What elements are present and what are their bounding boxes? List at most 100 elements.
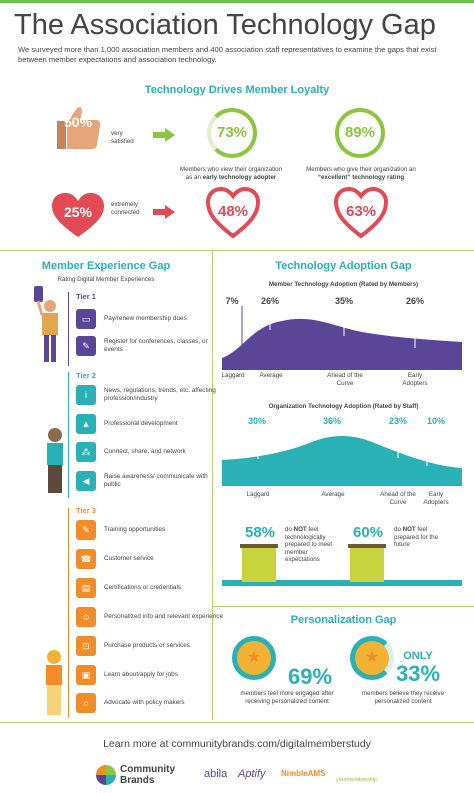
- person-icon: [47, 428, 63, 493]
- members-chart-title: Member Technology Adoption (Rated by Mem…: [268, 281, 419, 288]
- staff-ahead-pct: 23%: [388, 416, 407, 426]
- list-item: ▲ Professional development: [76, 413, 224, 435]
- community-brands-logo: Community Brands: [96, 762, 186, 788]
- excellent-caption: Members who give their organization an “…: [306, 166, 416, 181]
- person-foam-finger-icon: [34, 286, 58, 362]
- connected-excellent-pct: 63%: [345, 203, 377, 220]
- member-adoption-curve: [222, 306, 462, 370]
- headset-icon: ☎: [76, 549, 96, 569]
- yourmembership-logo: yourmembership: [336, 777, 377, 783]
- extremely-connected-pct: 25%: [63, 204, 93, 220]
- member-ahead-pct: 35%: [334, 296, 353, 306]
- aptify-logo: Aptify: [238, 768, 266, 780]
- receive-ring: [350, 636, 394, 680]
- engaged-pct: 69%: [287, 664, 333, 689]
- briefcase-icon: ▣: [76, 665, 96, 685]
- member-experience-subheading: Rating Digital Member Experiences: [57, 276, 155, 283]
- nimble-ams-logo: NimbleAMS: [281, 769, 326, 778]
- list-item: i News, regulations, trends, etc. affect…: [76, 384, 224, 406]
- list-item: ✎ Training opportunities: [76, 519, 224, 541]
- intro-text: We surveyed more than 1,000 association …: [18, 45, 437, 64]
- person-icon: [46, 650, 62, 715]
- graduation-cap-icon: ▲: [76, 414, 96, 434]
- star-icon: ★: [364, 649, 380, 666]
- star-icon: ★: [246, 649, 262, 666]
- list-item: ▭ Pay/renew membership dues: [76, 308, 224, 330]
- page-title: The Association Technology Gap: [0, 0, 474, 42]
- heart-outline-icon: [205, 186, 261, 239]
- personalization-heading: Personalization Gap: [290, 614, 397, 626]
- list-item: ✎ Register for conferences, classes, or …: [76, 335, 224, 357]
- excellent-ring: [335, 108, 385, 158]
- receive-caption: members believe they receive personalize…: [361, 690, 445, 705]
- learn-more-link[interactable]: Learn more at communitybrands.com/digita…: [103, 738, 371, 750]
- info-icon: i: [76, 385, 96, 405]
- extremely-connected-label: extremely connected: [111, 201, 140, 216]
- member-ahead-label: Ahead of the Curve: [327, 372, 363, 387]
- list-item: ▤ Certifications or credentials: [76, 577, 224, 599]
- gap1-text: do NOT feel technologically prepared to …: [285, 526, 333, 563]
- abila-logo: abila: [204, 768, 228, 780]
- tier-line: [68, 508, 69, 718]
- staff-laggard-pct: 30%: [247, 416, 266, 426]
- staff-ahead-label: Ahead of the Curve: [380, 491, 416, 506]
- training-icon: ✎: [76, 520, 96, 540]
- tier2-label: Tier 2: [76, 371, 96, 380]
- section-divider: [0, 250, 474, 251]
- member-laggard-pct: 7%: [225, 296, 239, 306]
- column-divider: [212, 250, 213, 720]
- tier-line: [68, 372, 69, 498]
- list-item: ⊡ Purchase products or services: [76, 635, 224, 657]
- list-item: ⁂ Connect, share, and network: [76, 441, 224, 463]
- arrow-right-icon: [153, 205, 175, 219]
- megaphone-icon: ◀: [76, 471, 96, 491]
- certificate-icon: ▤: [76, 578, 96, 598]
- section-divider: [212, 606, 474, 607]
- loyalty-heading: Technology Drives Member Loyalty: [144, 84, 330, 96]
- adoption-heading: Technology Adoption Gap: [275, 260, 412, 272]
- member-early-label: Early Adopters: [402, 372, 428, 387]
- gap1-pct: 58%: [244, 524, 276, 541]
- arrow-right-icon: [153, 128, 175, 142]
- staff-average-pct: 36%: [322, 416, 341, 426]
- staff-chart-title: Organization Technology Adoption (Rated …: [268, 403, 419, 410]
- tier1-label: Tier 1: [76, 292, 96, 301]
- list-item: ◀ Raise awareness/ communicate with publ…: [76, 470, 224, 492]
- list-item: ⌂ Advocate with policy makers: [76, 692, 224, 714]
- early-adopter-caption: Members who view their organization as a…: [179, 166, 283, 181]
- gap-illustration: [222, 544, 462, 586]
- list-item: ☎ Customer service: [76, 548, 224, 570]
- heart-icon: [52, 193, 104, 237]
- only-label: ONLY: [403, 650, 433, 662]
- network-icon: ⁂: [76, 442, 96, 462]
- list-item: ▣ Learn about/apply for jobs: [76, 664, 224, 686]
- tier-line: [68, 292, 69, 366]
- staff-early-label: Early Adopters: [423, 491, 449, 506]
- cart-icon: ⊡: [76, 636, 96, 656]
- section-divider: [0, 722, 474, 723]
- community-brands-icon: [96, 765, 116, 785]
- very-satisfied-pct: 50%: [64, 114, 93, 130]
- capitol-icon: ⌂: [76, 693, 96, 713]
- list-item: ☺ Personalized info and relevant experie…: [76, 606, 224, 628]
- staff-laggard-label: Laggard: [246, 491, 270, 498]
- staff-average-label: Average: [321, 491, 345, 498]
- member-average-pct: 26%: [260, 296, 279, 306]
- logo-bar: Community Brands abila Aptify NimbleAMS …: [0, 760, 474, 790]
- engaged-ring: [232, 636, 276, 680]
- staff-adoption-curve: [222, 428, 462, 486]
- engaged-caption: members feel more engaged after receivin…: [240, 690, 334, 705]
- payment-icon: ▭: [76, 309, 96, 329]
- personalized-icon: ☺: [76, 607, 96, 627]
- excellent-pct: 89%: [344, 124, 376, 141]
- member-average-label: Average: [259, 372, 283, 379]
- tier3-label: Tier 3: [76, 506, 96, 515]
- member-early-pct: 26%: [405, 296, 424, 306]
- gap2-pct: 60%: [352, 524, 384, 541]
- member-laggard-label: Laggard: [221, 372, 245, 379]
- heart-outline-icon: [333, 186, 389, 239]
- gap2-text: do NOT feel prepared for the future: [394, 526, 439, 548]
- early-adopter-pct: 73%: [216, 124, 248, 141]
- connected-early-pct: 48%: [217, 203, 249, 220]
